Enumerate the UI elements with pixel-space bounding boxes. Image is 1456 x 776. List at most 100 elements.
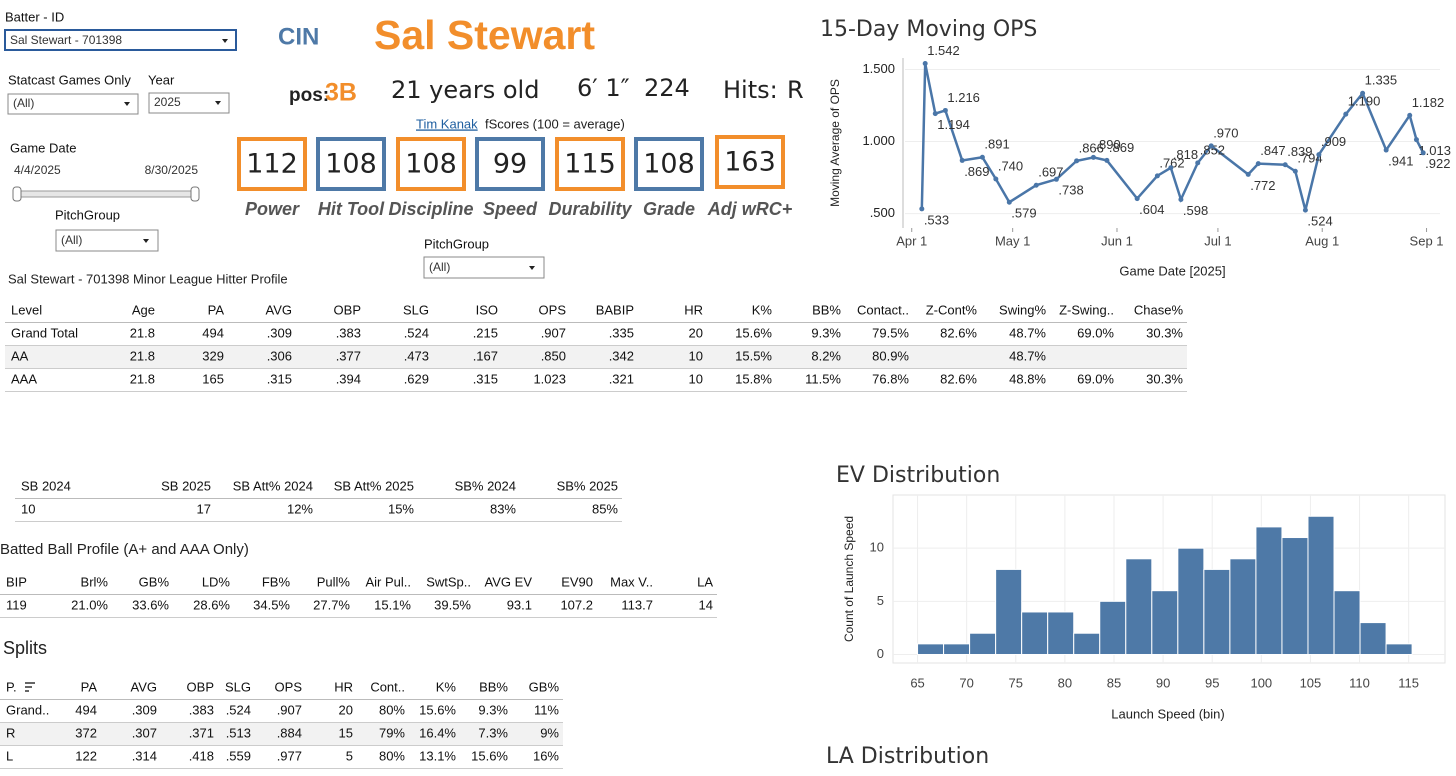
data-label: 1.194 [937,117,970,132]
table-cell: .524 [404,325,429,340]
table-cell: 79.5% [872,325,909,340]
column-header: OPS [275,679,303,694]
column-header: SB 2025 [161,478,211,493]
table-cell: .377 [336,348,361,363]
x-tick-label: Jun 1 [1101,233,1133,248]
ops-point [1292,168,1298,174]
x-tick-label: May 1 [995,233,1030,248]
score-value: 99 [493,149,527,180]
x-axis-label: Launch Speed (bin) [1111,706,1224,721]
table-cell: 80% [379,748,405,763]
table-cell: 79% [379,725,405,740]
author-link[interactable]: Tim Kanak [416,116,478,131]
pos-label: pos: [289,85,329,106]
table-cell: .907 [277,702,302,717]
table-cell: 69.0% [1077,371,1114,386]
x-tick-label: 115 [1398,675,1419,690]
data-label: .697 [1038,165,1063,180]
column-header: OPS [539,302,567,317]
table-cell: 69.0% [1077,325,1114,340]
table-cell: 9.3% [811,325,841,340]
bar [1359,622,1387,655]
bar [995,568,1023,655]
score-label: Hit Tool [318,199,385,219]
bar [969,632,997,655]
slider-handle[interactable] [190,186,200,202]
x-tick-label: 90 [1156,675,1170,690]
bar [1021,611,1049,655]
table-cell: 21.8 [130,325,155,340]
data-label: .762 [1159,155,1184,170]
x-tick-label: 75 [1009,675,1023,690]
table-cell: 372 [75,725,97,740]
column-header: FB% [262,574,291,589]
ops-point [1316,152,1322,158]
dropdown-value: (All) [13,96,34,110]
date-slider[interactable] [17,190,196,198]
column-header: BIP [6,574,27,589]
y-tick-label: 0 [877,646,884,661]
table-cell: 21.0% [71,597,108,612]
column-header: SB 2024 [21,478,71,493]
column-header: PA [208,302,225,317]
ops-point [1195,160,1201,166]
ops-point [1208,143,1214,149]
bar [1385,643,1413,655]
score-label: Adj wRC+ [707,199,793,219]
statcast-dropdown[interactable] [7,93,139,115]
score-value: 108 [325,149,377,180]
ops-point [942,107,948,113]
table-cell: 93.1 [507,597,532,612]
score-value: 115 [564,149,616,180]
table-cell: 48.7% [1009,325,1046,340]
player-name: Sal Stewart [374,12,595,58]
column-header: Brl% [81,574,109,589]
column-header: OBP [334,302,361,317]
table-cell: 10 [689,348,703,363]
table-cell: 80% [379,702,405,717]
score-value: 112 [246,149,298,180]
slider-handle[interactable] [12,186,22,202]
bar [1333,590,1361,655]
column-header: K% [436,679,457,694]
table-cell: .907 [541,325,566,340]
column-header: BB% [479,679,508,694]
table-cell: Grand.. [6,702,49,717]
data-label: .941 [1388,153,1413,168]
table-cell: 15 [339,725,353,740]
year-dropdown[interactable] [148,92,230,114]
score-box [715,135,785,189]
x-tick-label: 100 [1250,675,1272,690]
ops-point [1383,147,1389,153]
table-cell: 34.5% [253,597,290,612]
batter-dropdown[interactable] [4,29,237,51]
table-cell: 48.8% [1009,371,1046,386]
ops-point [979,154,985,160]
data-label: 1.542 [927,43,960,58]
column-header: Swing% [999,302,1046,317]
column-header: AVG [266,302,293,317]
column-header: HR [684,302,703,317]
table-title: Splits [3,638,47,658]
age: 21 years old [391,76,539,104]
column-header: AVG [131,679,158,694]
ops-point [932,111,938,117]
pitchgroup-dropdown[interactable] [423,256,545,279]
pitchgroup-dropdown[interactable] [55,229,159,252]
table-cell: .394 [336,371,361,386]
table-cell: 21.8 [130,371,155,386]
table-cell: .315 [473,371,498,386]
column-header: HR [334,679,353,694]
column-header: P. [6,679,17,694]
table-cell: 15.8% [735,371,772,386]
table-cell: 20 [339,702,353,717]
bar [1177,547,1205,655]
table-cell: 21.8 [130,348,155,363]
score-value: 108 [643,149,695,180]
sort-icon[interactable] [25,682,35,692]
column-header: SLG [225,679,251,694]
data-label: .891 [984,137,1009,152]
y-tick-label: 1.500 [862,61,895,76]
